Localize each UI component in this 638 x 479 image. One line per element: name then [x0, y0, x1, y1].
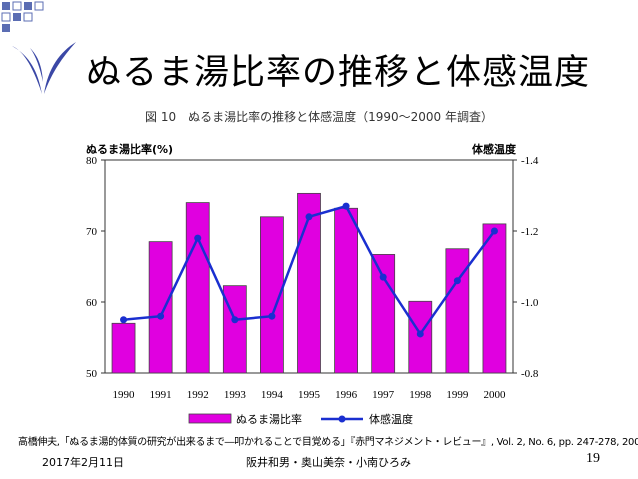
line-point: [342, 202, 350, 210]
y2-tick-label: -1.2: [521, 226, 538, 238]
footer-authors: 阪井和男・奥山美奈・小南ひろみ: [246, 456, 411, 469]
x-tick-label: 1996: [335, 389, 358, 401]
x-tick-label: 1997: [372, 389, 395, 401]
line-point: [194, 234, 202, 242]
chart: 図 10 ぬるま湯比率の推移と体感温度（1990〜2000 年調査） ぬるま湯比…: [86, 109, 539, 426]
bar: [445, 248, 470, 374]
line-point: [453, 277, 461, 285]
x-tick-label: 1999: [446, 389, 469, 401]
x-tick-label: 1994: [261, 389, 284, 401]
x-tick-label: 1995: [298, 389, 321, 401]
citation: 高橋伸夫,「ぬるま湯的体質の研究が出来るまで―叩かれることで目覚める」『赤門マネ…: [18, 437, 638, 448]
line-point: [416, 330, 424, 338]
x-tick-label: 2000: [483, 389, 506, 401]
footer-date: 2017年2月11日: [42, 456, 124, 469]
y-tick-label: 80: [86, 155, 98, 167]
y-tick-label: 50: [86, 368, 98, 380]
x-tick-label: 1998: [409, 389, 432, 401]
bar: [111, 322, 136, 374]
bar: [334, 207, 358, 374]
y-tick-label: 60: [86, 297, 98, 309]
deco-square: [1, 12, 11, 22]
legend-line-label: 体感温度: [369, 412, 413, 426]
deco-square: [13, 13, 21, 21]
deco-square: [23, 12, 33, 22]
line-point: [157, 312, 165, 320]
bar: [222, 285, 247, 374]
x-tick-label: 1993: [224, 389, 247, 401]
line-point: [305, 213, 313, 221]
y2-tick-label: -1.4: [521, 155, 539, 167]
line-point: [490, 227, 498, 235]
deco-square: [24, 2, 32, 10]
deco-square: [34, 1, 44, 11]
legend-bar-label: ぬるま湯比率: [236, 412, 302, 426]
x-tick-label: 1990: [113, 389, 136, 401]
y2-tick-label: -0.8: [521, 368, 539, 380]
line-point: [379, 273, 387, 281]
line-point: [231, 316, 239, 324]
x-tick-label: 1992: [187, 389, 209, 401]
bar: [260, 216, 284, 374]
slide-title: ぬるま湯比率の推移と体感温度: [86, 53, 591, 93]
deco-square: [12, 1, 22, 11]
bar: [297, 192, 321, 374]
y2-tick-label: -1.0: [521, 297, 539, 309]
page-number: 19: [586, 451, 600, 466]
bar: [482, 223, 507, 374]
y-tick-label: 70: [86, 226, 98, 238]
decorative-squares: [1, 1, 44, 32]
chart-title: 図 10 ぬるま湯比率の推移と体感温度（1990〜2000 年調査）: [145, 109, 493, 124]
line-point: [268, 312, 276, 320]
y-axis-label: ぬるま湯比率(%): [86, 142, 173, 156]
bar: [185, 202, 210, 374]
legend-bar-swatch: [188, 413, 232, 424]
bar: [148, 241, 173, 374]
y2-axis-label: 体感温度: [472, 142, 517, 156]
bar: [371, 254, 396, 374]
x-tick-label: 1991: [150, 389, 172, 401]
legend-line-marker: [338, 415, 346, 423]
deco-square: [2, 24, 10, 32]
deco-square: [2, 2, 10, 10]
line-point: [120, 316, 128, 324]
